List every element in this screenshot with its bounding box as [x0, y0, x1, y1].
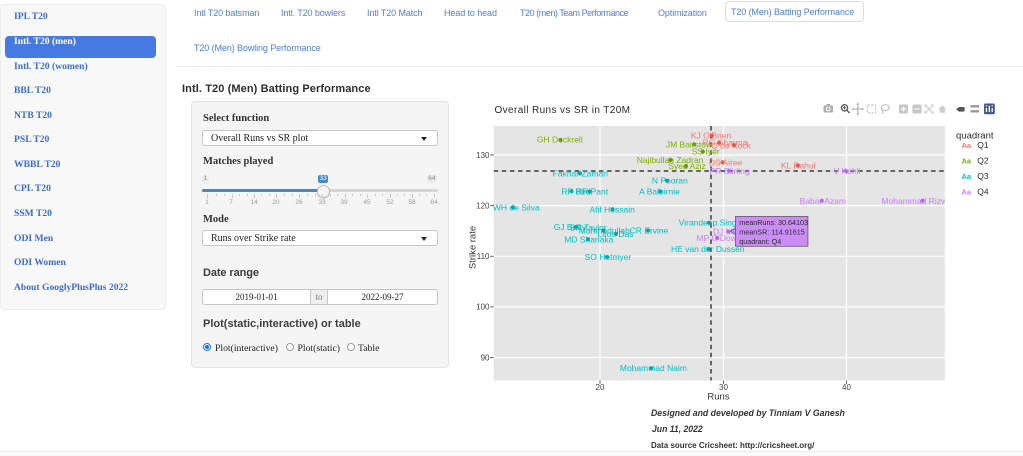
- svg-text:RG Sharma: RG Sharma: [703, 138, 748, 148]
- svg-text:MP O'Dowd: MP O'Dowd: [697, 233, 742, 243]
- svg-text:Aa: Aa: [962, 156, 972, 165]
- svg-text:quadrant: quadrant: [956, 130, 994, 141]
- svg-text:WH de Silva: WH de Silva: [493, 202, 540, 212]
- svg-text:SS Iyer: SS Iyer: [692, 147, 720, 157]
- svg-text:40: 40: [842, 383, 851, 392]
- svg-text:Runs: Runs: [707, 392, 729, 403]
- svg-text:GJ Batty: GJ Batty: [554, 222, 587, 232]
- svg-text:Q2: Q2: [977, 156, 989, 166]
- svg-text:Q3: Q3: [977, 171, 989, 181]
- svg-text:110: 110: [477, 252, 490, 261]
- svg-text:Mohammad Rizwan: Mohammad Rizwan: [881, 196, 956, 206]
- svg-text:Overall Runs vs SR in T20M: Overall Runs vs SR in T20M: [495, 105, 631, 116]
- svg-text:quadrant: Q4: quadrant: Q4: [739, 237, 781, 246]
- svg-text:Aa: Aa: [962, 141, 972, 150]
- svg-text:130: 130: [476, 151, 490, 160]
- svg-text:DS Airee: DS Airee: [709, 157, 743, 167]
- svg-text:meanRuns: 30.64103: meanRuns: 30.64103: [739, 218, 808, 227]
- svg-text:N Pooran: N Pooran: [652, 176, 688, 186]
- svg-text:Q1: Q1: [977, 140, 989, 150]
- svg-text:90: 90: [481, 353, 490, 362]
- svg-text:meanSR: 114.91615: meanSR: 114.91615: [739, 228, 804, 237]
- svg-text:Q de Kock: Q de Kock: [711, 140, 751, 150]
- svg-text:RR Pant: RR Pant: [576, 187, 609, 197]
- svg-text:RP Bird: RP Bird: [561, 186, 590, 196]
- svg-text:120: 120: [476, 201, 490, 210]
- svg-text:Aa: Aa: [962, 172, 972, 181]
- svg-text:Aa: Aa: [962, 187, 972, 196]
- svg-text:BR Taylor: BR Taylor: [570, 223, 607, 233]
- svg-text:Strike rate: Strike rate: [468, 226, 479, 269]
- svg-text:30: 30: [719, 383, 728, 392]
- svg-text:JM Bairstow: JM Bairstow: [666, 139, 713, 149]
- svg-text:20: 20: [596, 383, 605, 392]
- svg-text:Q4: Q4: [977, 187, 989, 197]
- svg-text:Mohammad Naim: Mohammad Naim: [620, 363, 687, 373]
- svg-text:100: 100: [476, 303, 490, 312]
